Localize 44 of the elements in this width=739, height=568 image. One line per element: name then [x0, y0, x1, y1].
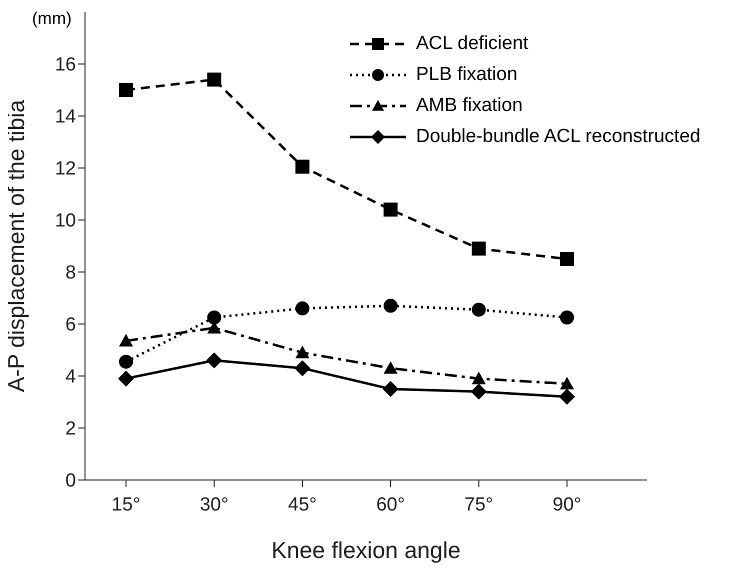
point — [119, 354, 133, 369]
point — [295, 160, 310, 174]
y-tick-label: 4 — [65, 366, 76, 388]
point — [294, 360, 310, 376]
x-tick-label: 60° — [376, 494, 405, 516]
point — [472, 242, 486, 256]
x-tick-label: 45° — [288, 494, 317, 516]
point — [295, 346, 310, 358]
legend-label: Double-bundle ACL reconstructed — [416, 126, 700, 148]
x-tick-label: 90° — [552, 494, 582, 516]
point — [560, 252, 574, 266]
point — [118, 370, 134, 387]
point — [382, 381, 399, 397]
point — [384, 361, 398, 374]
y-tick-label: 2 — [65, 418, 76, 440]
point — [470, 384, 487, 400]
point — [119, 83, 133, 97]
y-tick-label: 6 — [65, 314, 76, 336]
point — [207, 310, 222, 324]
point — [384, 298, 398, 313]
point — [560, 376, 574, 390]
point — [472, 372, 486, 384]
text: (mm) — [32, 9, 72, 29]
point — [559, 388, 575, 405]
point — [472, 302, 486, 317]
legend-label: PLB fixation — [416, 64, 518, 86]
x-axis-title: Knee flexion angle — [271, 537, 461, 563]
legend-label: AMB fixation — [416, 94, 523, 116]
y-tick-label: 16 — [54, 54, 76, 76]
y-tick-label: 14 — [54, 106, 76, 128]
y-tick-label: 0 — [65, 470, 76, 492]
point — [560, 310, 574, 324]
point — [206, 352, 222, 368]
legend-label: ACL deficient — [416, 32, 528, 54]
y-tick-label: 8 — [65, 262, 76, 284]
point — [295, 301, 310, 316]
x-tick-label: 75° — [464, 494, 494, 516]
y-tick-label: 12 — [54, 158, 76, 180]
y-tick-label: 10 — [54, 210, 76, 232]
point — [207, 72, 222, 87]
x-tick-label: 15° — [112, 494, 140, 516]
point — [384, 202, 398, 217]
x-tick-label: 30° — [200, 494, 229, 516]
point — [119, 334, 133, 346]
